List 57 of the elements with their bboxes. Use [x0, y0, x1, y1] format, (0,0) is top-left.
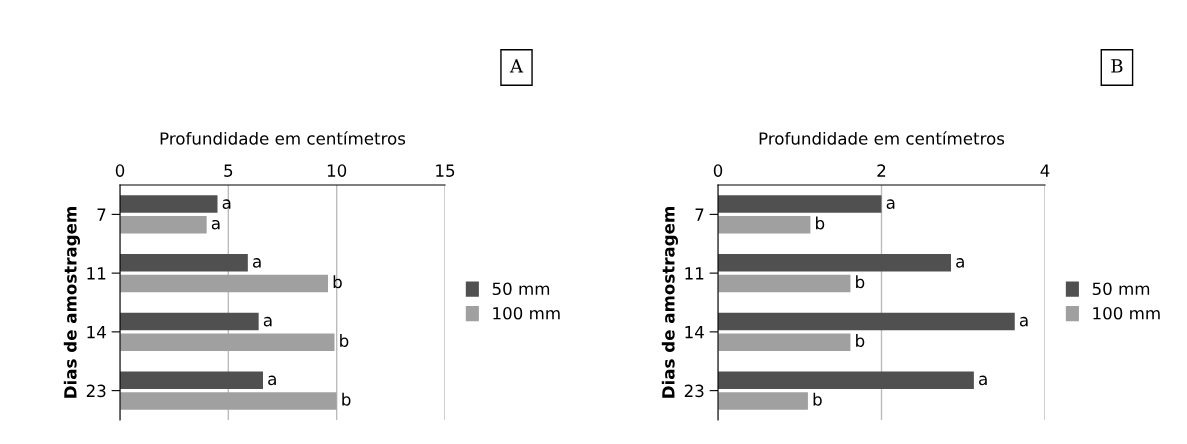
bar [120, 254, 248, 272]
data-label: b [333, 275, 342, 289]
y-tick-label: 23 [684, 384, 704, 398]
data-label: a [268, 375, 276, 386]
y-tick-label: 23 [86, 384, 106, 398]
data-label: b [856, 334, 865, 347]
x-tick-label: 5 [224, 164, 233, 177]
data-label: a [956, 258, 964, 268]
data-label: b [342, 392, 351, 406]
legend-label: 50 mm [1092, 282, 1150, 296]
bar [718, 274, 851, 293]
data-label: a [263, 316, 272, 327]
bar [120, 195, 218, 213]
bar [718, 312, 1015, 331]
legend-label: 100 mm [493, 306, 560, 320]
bar [120, 215, 207, 234]
bar [120, 392, 337, 410]
data-label: b [340, 334, 349, 347]
legend-label: 50 mm [492, 282, 550, 296]
bar [718, 195, 882, 213]
legend-label: 100 mm [1093, 306, 1160, 320]
y-tick-label: 14 [87, 326, 106, 339]
y-tick-label: 11 [87, 267, 106, 280]
data-label: a [886, 199, 895, 209]
y-axis-title: Dias de amostragem [63, 207, 81, 398]
bar [120, 274, 328, 293]
data-label: b [813, 392, 822, 406]
x-tick-label: 0 [115, 164, 125, 177]
x-tick-label: 4 [1040, 164, 1050, 177]
y-axis-title: Dias de amostragem [661, 207, 679, 398]
y-tick-label: 11 [685, 267, 704, 280]
y-tick-label: 7 [97, 208, 106, 221]
x-tick-label: 2 [877, 164, 886, 177]
y-tick-label: 7 [695, 208, 704, 221]
x-tick-label: 15 [436, 164, 455, 177]
text: A [509, 59, 524, 73]
data-label: a [979, 375, 987, 386]
y-tick-label: 14 [685, 326, 704, 339]
data-label: b [856, 275, 865, 289]
x-axis-title: Profundidade em centímetros [160, 131, 406, 145]
data-label: a [222, 199, 231, 209]
text: B [1111, 59, 1123, 73]
bar [120, 333, 335, 351]
data-label: b [816, 216, 825, 230]
data-label: a [1019, 316, 1028, 327]
x-tick-label: 10 [327, 164, 347, 177]
bar [718, 392, 808, 410]
data-label: a [211, 219, 220, 230]
bar [120, 371, 263, 390]
bar [718, 333, 851, 351]
bar [718, 254, 951, 272]
x-tick-label: 0 [713, 164, 723, 177]
data-label: a [253, 258, 261, 268]
bar [120, 312, 259, 331]
bar [718, 371, 974, 390]
x-axis-title: Profundidade em centímetros [759, 131, 1005, 145]
bar [718, 215, 811, 234]
